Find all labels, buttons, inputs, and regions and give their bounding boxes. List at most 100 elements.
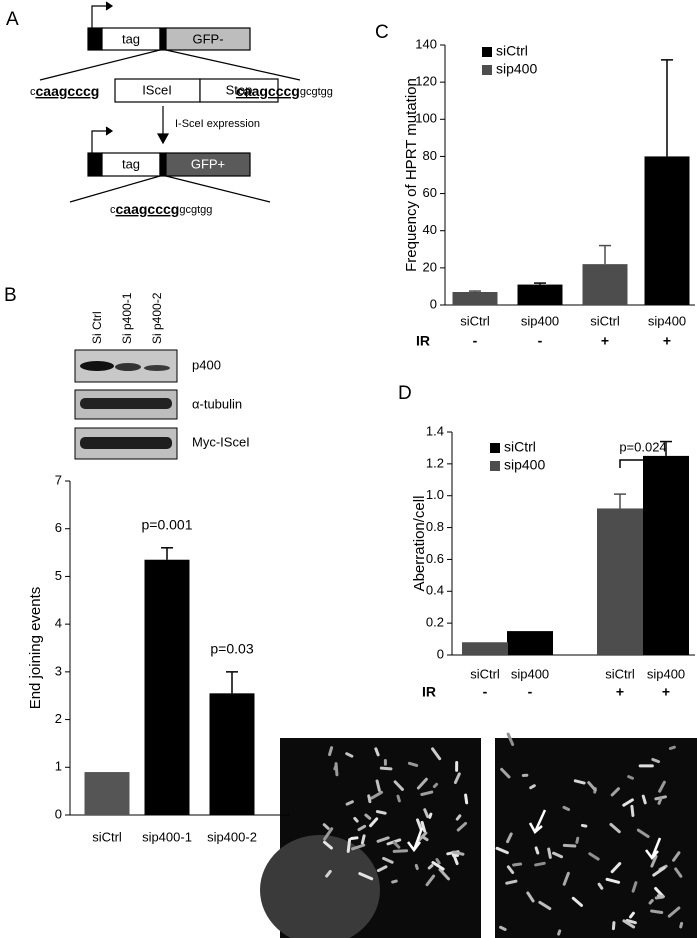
sequence: ccaagcccg: [30, 83, 99, 99]
x-tick-label: sip400: [521, 313, 559, 328]
panel-label: A: [6, 9, 19, 30]
chromosome: [383, 758, 387, 766]
chromosome: [506, 732, 515, 747]
y-tick-label: 0.6: [426, 551, 444, 566]
chromosomes: [322, 732, 684, 936]
x-tick-label: siCtrl: [590, 313, 620, 328]
legend-swatch: [490, 461, 500, 471]
chromosome: [562, 843, 577, 848]
sequence: caagcccggcgtgg: [236, 83, 333, 99]
chromosome: [529, 784, 536, 790]
chromosome: [658, 780, 666, 793]
chromosome: [636, 828, 650, 839]
chromosome: [500, 767, 511, 779]
legend-label: sip400: [504, 457, 545, 473]
chromosome: [364, 813, 372, 820]
chromosome: [382, 856, 394, 864]
y-tick-label: 0.2: [426, 615, 444, 630]
chromosome: [375, 810, 387, 815]
panel-label: B: [4, 285, 17, 306]
chromosome: [631, 881, 638, 893]
legend-swatch: [482, 47, 492, 57]
chromosome: [416, 777, 428, 790]
chromosome: [610, 862, 622, 874]
sequence: ccaagcccggcgtgg: [110, 201, 212, 217]
chromosome: [353, 816, 359, 823]
chromosome: [455, 760, 459, 772]
chromosome: [622, 798, 634, 807]
ir-value: +: [663, 333, 671, 349]
chromosome: [369, 817, 379, 828]
significance-bracket: [619, 459, 667, 468]
chromosome: [573, 779, 586, 785]
chromosome: [435, 858, 441, 865]
chromosome: [679, 921, 684, 929]
chromosome: [657, 796, 663, 805]
bar: [597, 508, 643, 655]
chromosome: [668, 745, 676, 751]
chromosome: [432, 782, 439, 789]
chromosome: [375, 779, 381, 792]
chromosome: [428, 812, 433, 819]
chromosome: [357, 824, 367, 832]
chromosome: [376, 836, 390, 843]
y-tick-label: 6: [55, 520, 62, 535]
bar: [644, 156, 690, 305]
ir-label: IR: [422, 684, 436, 700]
y-tick-label: 1.2: [426, 455, 444, 470]
ir-value: -: [538, 333, 543, 349]
chromosome: [571, 896, 583, 907]
chromosome: [652, 866, 666, 877]
chromosome: [495, 846, 509, 855]
micrograph: [495, 738, 697, 938]
seq-part: caagcccg: [36, 83, 100, 99]
bar: [643, 455, 689, 655]
chromosome: [538, 900, 552, 911]
seq-part: gcgtgg: [300, 86, 333, 98]
chromosome: [425, 874, 436, 887]
chromosome: [345, 752, 354, 758]
bar: [582, 264, 628, 305]
y-tick-label: 3: [55, 663, 62, 678]
arrow-label: I-SceI expression: [175, 118, 260, 130]
ir-value: -: [483, 684, 488, 700]
y-tick-label: 1.4: [426, 423, 444, 438]
chromosome: [650, 909, 664, 914]
chromosome: [506, 865, 515, 874]
chromosome: [358, 872, 374, 881]
chromosome: [605, 877, 621, 884]
chromosome: [416, 831, 428, 843]
chromosome: [672, 851, 681, 862]
chromosome: [323, 827, 334, 841]
legend-swatch: [482, 65, 492, 75]
legend-label: siCtrl: [496, 43, 528, 59]
chromosome: [674, 867, 683, 878]
chromosome: [420, 820, 427, 833]
chromosome: [334, 762, 339, 777]
bar: [517, 284, 563, 305]
y-tick-label: 80: [423, 148, 437, 163]
chromosome: [622, 919, 636, 929]
chromosome: [547, 847, 552, 859]
chromosome: [552, 851, 564, 859]
chromosome: [351, 843, 366, 851]
chromosome: [438, 868, 450, 881]
chromosome: [431, 861, 445, 871]
chromosome: [431, 747, 442, 761]
chromosome: [452, 850, 465, 856]
chromosome: [648, 898, 654, 905]
chromosome: [392, 849, 409, 853]
chromosome: [370, 790, 384, 800]
chromosome: [328, 746, 334, 757]
seq-part: c: [110, 204, 116, 216]
y-axis-label: Frequency of HPRT mutation: [403, 78, 420, 272]
chromosome: [587, 781, 597, 792]
chromosome: [611, 921, 616, 931]
lane-label: Si p400-1: [120, 292, 134, 344]
ir-value: +: [601, 333, 609, 349]
chromosome: [414, 863, 419, 871]
y-tick-label: 100: [415, 111, 437, 126]
chromosome: [627, 775, 635, 780]
bar: [507, 631, 553, 655]
x-tick-label: sip400-2: [207, 829, 257, 844]
